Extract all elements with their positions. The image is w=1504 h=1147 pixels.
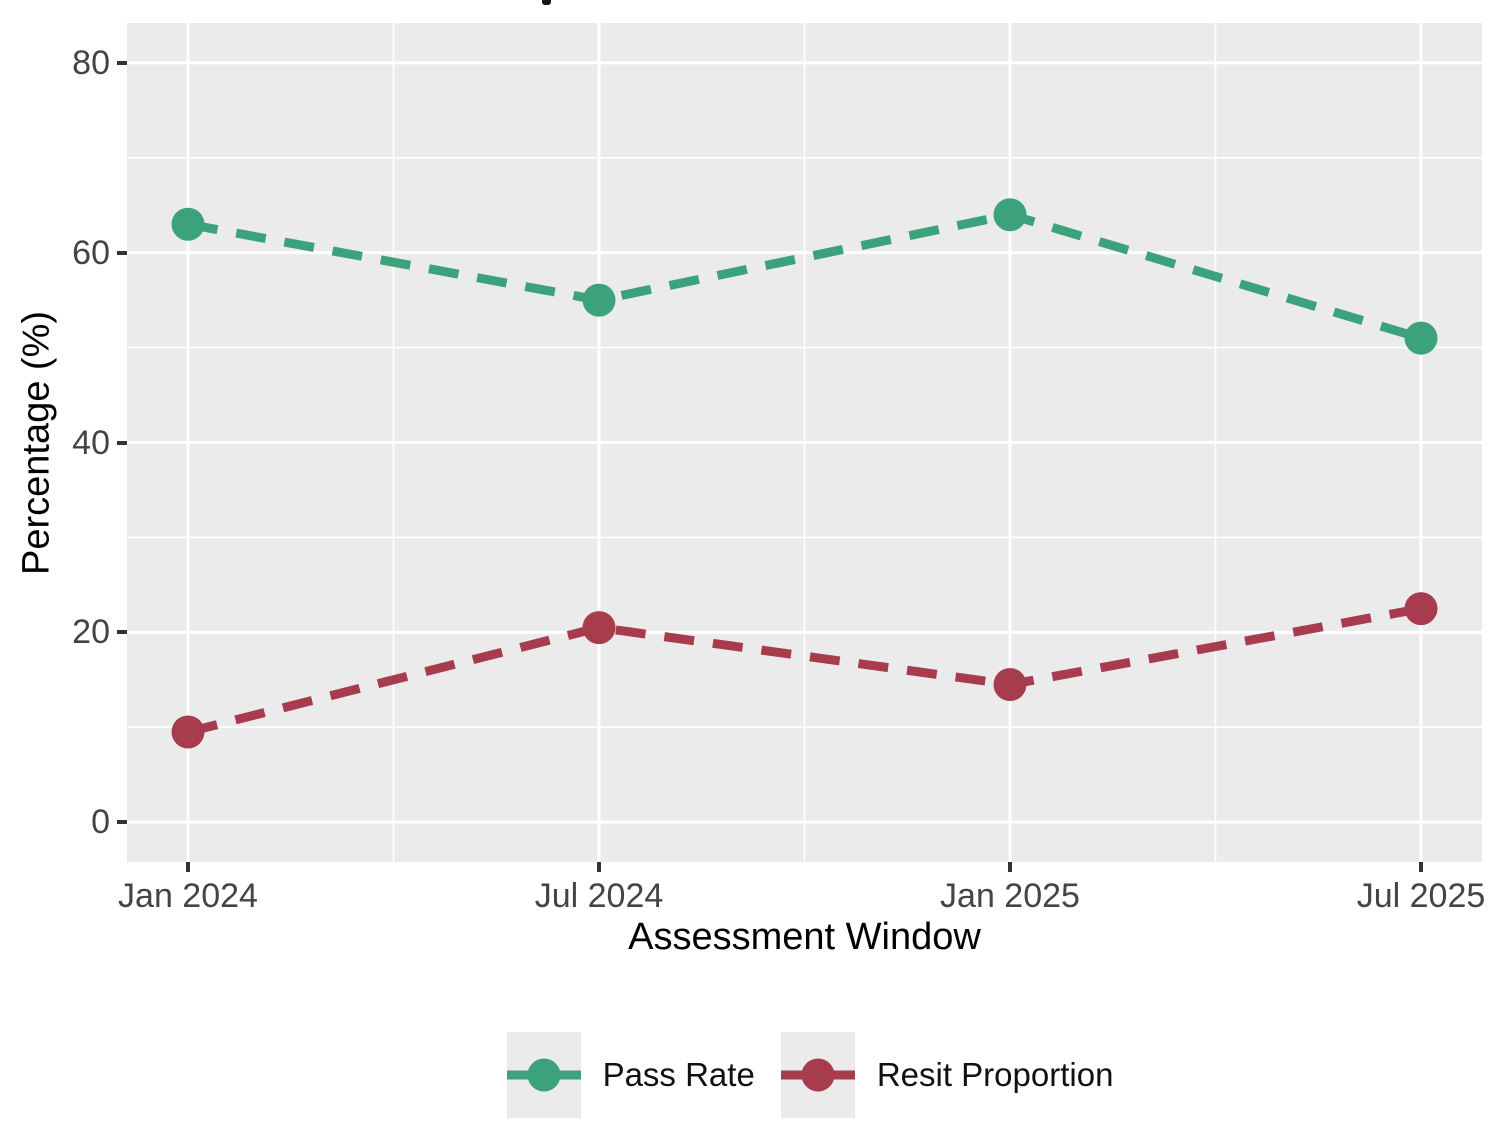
legend-entry-pass-rate: Pass Rate xyxy=(506,1032,755,1118)
legend-key-point xyxy=(527,1058,561,1092)
x-tick-label: Jul 2025 xyxy=(1356,877,1486,915)
series-point-resit-proportion xyxy=(1404,592,1438,626)
series-point-pass-rate xyxy=(171,207,205,241)
y-tick-mark xyxy=(117,440,127,445)
y-tick-label: 80 xyxy=(72,43,110,82)
y-tick-mark xyxy=(117,60,127,65)
legend-label-resit-proportion: Resit Proportion xyxy=(876,1056,1114,1093)
series-point-pass-rate xyxy=(993,198,1027,232)
series-line-pass-rate xyxy=(187,210,1423,343)
x-tick-label: Jan 2024 xyxy=(118,877,258,915)
x-tick-label: Jan 2025 xyxy=(940,877,1080,915)
series-point-resit-proportion xyxy=(582,611,616,645)
x-tick-mark xyxy=(1008,862,1012,872)
y-tick-mark xyxy=(117,820,127,825)
cropped-title-fragment xyxy=(542,0,551,5)
series-point-resit-proportion xyxy=(171,715,205,749)
x-tick-label: Jul 2024 xyxy=(534,877,664,915)
y-tick-mark xyxy=(117,630,127,635)
x-tick-mark xyxy=(597,862,601,872)
legend-key-glyph-resit-proportion xyxy=(780,1058,855,1092)
series-point-pass-rate xyxy=(1404,321,1438,355)
x-tick-mark xyxy=(1419,862,1423,872)
legend-key-glyph-pass-rate xyxy=(506,1058,581,1092)
legend-key-resit-proportion xyxy=(780,1032,855,1118)
legend-key-pass-rate xyxy=(506,1032,581,1118)
series-point-pass-rate xyxy=(582,283,616,317)
y-tick-label: 0 xyxy=(91,803,110,842)
plot-area-svg xyxy=(127,23,1482,862)
x-tick-mark xyxy=(186,862,190,872)
y-tick-label: 60 xyxy=(72,233,110,272)
y-tick-label: 20 xyxy=(72,613,110,652)
y-tick-mark xyxy=(117,250,127,255)
legend-key-point xyxy=(801,1058,835,1092)
series-line-resit-proportion xyxy=(186,604,1422,737)
x-axis-title: Assessment Window xyxy=(628,916,981,958)
legend: Pass Rate Resit Proportion xyxy=(0,1032,1504,1118)
y-tick-label: 40 xyxy=(72,423,110,462)
plot-panel xyxy=(127,23,1482,862)
legend-label-pass-rate: Pass Rate xyxy=(602,1056,755,1093)
legend-entry-resit-proportion: Resit Proportion xyxy=(780,1032,1114,1118)
series-point-resit-proportion xyxy=(993,668,1027,702)
